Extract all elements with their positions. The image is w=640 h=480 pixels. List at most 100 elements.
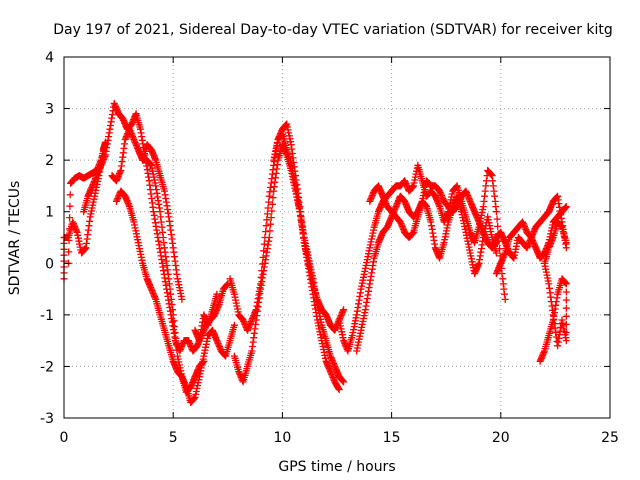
data-point: [199, 359, 206, 367]
data-point: [501, 250, 508, 258]
data-point: [170, 329, 178, 337]
data-point: [399, 224, 407, 232]
data-point: [90, 179, 98, 187]
y-tick-label: 4: [45, 50, 54, 66]
data-point: [268, 200, 276, 208]
data-point: [69, 218, 77, 226]
data-point: [191, 326, 199, 334]
data-point: [230, 321, 238, 329]
data-point: [323, 314, 331, 322]
data-point: [313, 316, 321, 324]
data-point: [108, 114, 116, 122]
data-point: [213, 290, 221, 298]
data-point: [295, 204, 303, 212]
data-point: [490, 187, 498, 195]
data-point: [191, 393, 199, 401]
data-point: [157, 252, 165, 260]
y-tick-label: 0: [45, 256, 54, 272]
data-point: [557, 214, 565, 222]
data-point: [339, 377, 347, 385]
data-point: [386, 217, 394, 225]
data-point: [339, 307, 347, 315]
data-point: [82, 244, 90, 252]
data-point: [340, 378, 348, 386]
data-point: [474, 261, 482, 269]
data-point: [178, 295, 186, 303]
data-point: [365, 247, 373, 255]
data-point: [511, 251, 518, 259]
data-point: [256, 290, 264, 297]
data-point: [169, 311, 177, 319]
x-tick-label: 10: [273, 430, 291, 446]
data-point: [267, 220, 274, 228]
data-point: [519, 218, 527, 226]
data-point: [202, 343, 210, 351]
data-point: [360, 312, 368, 320]
y-tick-label: 2: [45, 153, 54, 169]
data-point: [492, 208, 500, 216]
data-point: [172, 340, 180, 348]
data-point: [131, 224, 139, 232]
data-point: [263, 210, 271, 218]
data-point: [490, 239, 498, 247]
data-point: [118, 158, 126, 166]
data-point: [365, 284, 373, 292]
data-point: [335, 386, 343, 394]
data-point: [562, 288, 570, 296]
data-point: [262, 228, 270, 236]
x-tick-label: 20: [492, 430, 510, 446]
data-point: [428, 222, 435, 230]
data-point: [459, 214, 467, 222]
chart-title: Day 197 of 2021, Sidereal Day-to-day VTE…: [53, 22, 613, 38]
y-tick-label: -2: [40, 359, 54, 375]
data-point: [178, 341, 186, 349]
data-point: [92, 173, 100, 181]
data-point: [558, 316, 566, 324]
data-point: [264, 204, 272, 212]
data-point: [477, 248, 485, 256]
x-tick-label: 25: [601, 430, 619, 446]
data-point: [152, 222, 160, 230]
data-point: [162, 198, 170, 206]
data-point: [482, 177, 490, 185]
data-point: [144, 278, 152, 286]
data-point: [251, 325, 259, 333]
y-tick-label: -3: [40, 411, 54, 427]
data-point: [167, 231, 175, 239]
data-point: [555, 200, 563, 208]
data-point: [196, 333, 204, 341]
data-point: [287, 141, 295, 149]
data-point: [562, 239, 570, 247]
data-point: [551, 320, 558, 328]
data-point: [269, 166, 277, 174]
data-point: [167, 295, 175, 303]
data-point: [147, 190, 155, 198]
data-point: [214, 302, 222, 310]
data-point: [149, 170, 157, 178]
data-point: [355, 300, 362, 308]
data-point: [65, 248, 73, 256]
data-point: [467, 252, 475, 260]
data-point: [562, 280, 570, 288]
data-point: [401, 178, 409, 186]
data-point: [84, 226, 92, 234]
data-point: [95, 167, 103, 175]
data-point: [66, 214, 74, 222]
data-point: [456, 195, 464, 203]
data-point: [441, 217, 449, 225]
data-point: [557, 222, 565, 230]
data-point: [383, 223, 391, 231]
data-points: [60, 99, 570, 406]
data-point: [66, 191, 74, 199]
data-point: [139, 140, 147, 148]
data-point: [464, 192, 472, 199]
data-point: [316, 312, 324, 320]
data-point: [562, 296, 570, 304]
data-point: [136, 150, 144, 158]
data-point: [267, 183, 274, 191]
data-point: [350, 326, 357, 334]
data-point: [263, 216, 271, 224]
data-point: [105, 129, 113, 137]
y-tick-label: 1: [45, 205, 54, 221]
data-point: [85, 191, 93, 199]
